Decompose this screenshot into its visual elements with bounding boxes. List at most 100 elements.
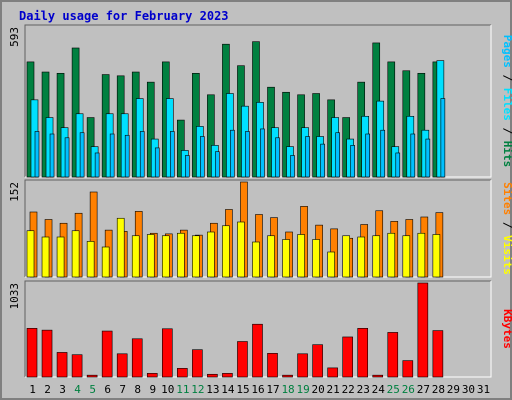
bar-kbytes-day-24 <box>372 374 384 378</box>
x-tick-label: 18 <box>281 383 294 396</box>
bar-visits-day-15 <box>237 221 245 278</box>
bar-kbytes-day-27 <box>417 282 429 378</box>
x-tick-label: 7 <box>119 383 126 396</box>
side-label-part: KBytes <box>501 309 512 349</box>
bar-hits-day-27 <box>417 72 426 178</box>
bar-pages-day-25 <box>395 152 401 178</box>
bar-pages-day-6 <box>109 133 115 178</box>
x-tick-label: 1 <box>29 383 36 396</box>
x-tick-label: 9 <box>149 383 156 396</box>
y-max-label: 1033 <box>8 283 21 310</box>
x-tick-label: 15 <box>236 383 249 396</box>
bar-kbytes-day-19 <box>297 353 308 378</box>
bar-kbytes-day-25 <box>387 332 399 378</box>
x-tick-label: 30 <box>462 383 475 396</box>
bar-pages-day-11 <box>185 155 190 178</box>
bar-kbytes-day-21 <box>327 367 338 378</box>
bar-pages-day-28 <box>440 98 446 178</box>
side-label-part: Visits <box>501 235 512 275</box>
side-label-part: / <box>501 68 512 88</box>
side-label-part: / <box>501 121 512 141</box>
bar-visits-day-25 <box>387 232 396 278</box>
panel-1: 593 Pages / Files / Hits <box>8 24 512 178</box>
bar-pages-day-24 <box>380 129 386 178</box>
bar-kbytes-day-17 <box>267 353 278 378</box>
x-tick-label: 22 <box>342 383 355 396</box>
x-tick-label: 12 <box>191 383 204 396</box>
bar-kbytes-day-23 <box>357 328 369 378</box>
bar-hits-day-18 <box>282 91 290 178</box>
bar-hits-day-4 <box>71 47 80 178</box>
bar-visits-day-21 <box>327 251 335 278</box>
x-tick-label: 21 <box>327 383 340 396</box>
bar-kbytes-day-22 <box>342 336 353 378</box>
bar-kbytes-day-14 <box>222 373 233 378</box>
x-tick-label: 31 <box>477 383 490 396</box>
bar-pages-day-9 <box>154 147 160 178</box>
bar-hits-day-25 <box>387 61 396 178</box>
bar-pages-day-19 <box>305 136 310 178</box>
bar-pages-day-13 <box>215 151 220 178</box>
bar-kbytes-day-18 <box>282 374 293 378</box>
bar-pages-day-2 <box>49 133 55 178</box>
plot-edge-dark <box>24 280 491 377</box>
side-label-part: / <box>501 215 512 235</box>
bar-visits-day-19 <box>297 234 305 278</box>
panel-2: 152 Sites / Visits <box>8 179 512 278</box>
bar-kbytes-day-6 <box>101 330 113 378</box>
bar-pages-day-8 <box>139 131 145 178</box>
panels: 593 Pages / Files / Hits 152 Sites / Visits… <box>8 24 512 378</box>
bar-pages-day-26 <box>410 133 416 178</box>
bar-pages-day-15 <box>245 131 250 178</box>
bar-visits-day-16 <box>252 241 260 278</box>
bar-visits-day-28 <box>432 234 441 278</box>
bar-visits-day-3 <box>56 236 65 278</box>
y-max-label: 152 <box>8 182 21 202</box>
bar-pages-day-23 <box>365 133 371 178</box>
bar-hits-day-9 <box>146 81 155 178</box>
bar-pages-day-21 <box>335 132 340 178</box>
bar-kbytes-day-2 <box>41 329 53 378</box>
x-tick-label: 29 <box>447 383 460 396</box>
bar-kbytes-day-10 <box>161 328 173 378</box>
bar-pages-day-3 <box>64 137 70 178</box>
x-tick-label: 28 <box>432 383 445 396</box>
plot-edge-dark <box>24 24 491 177</box>
bar-visits-day-14 <box>222 225 230 278</box>
bar-kbytes-day-7 <box>116 353 128 378</box>
bar-visits-day-20 <box>312 239 320 278</box>
bar-visits-day-18 <box>282 239 290 278</box>
bar-pages-day-20 <box>320 143 325 178</box>
x-tick-label: 27 <box>417 383 430 396</box>
x-tick-label: 8 <box>134 383 141 396</box>
bar-visits-day-2 <box>41 236 50 278</box>
x-tick-label: 26 <box>402 383 415 396</box>
bar-pages-day-18 <box>290 155 295 178</box>
bar-visits-day-4 <box>71 230 80 278</box>
x-tick-label: 14 <box>221 383 235 396</box>
plot-edge-dark <box>24 179 491 277</box>
bar-hits-day-11 <box>177 119 185 178</box>
bar-visits-day-8 <box>131 235 140 278</box>
side-label-part: Pages <box>501 35 512 68</box>
x-tick-label: 24 <box>372 383 386 396</box>
bar-visits-day-17 <box>267 235 275 278</box>
bar-visits-day-5 <box>86 241 95 278</box>
x-tick-label: 3 <box>59 383 66 396</box>
bar-hits-day-12 <box>192 72 200 178</box>
bar-pages-day-7 <box>124 134 130 178</box>
bar-pages-day-14 <box>230 129 235 178</box>
bar-kbytes-day-4 <box>71 354 83 378</box>
bar-hits-day-3 <box>56 72 65 178</box>
bar-pages-day-4 <box>79 132 85 178</box>
side-label-part: Hits <box>501 141 512 168</box>
x-tick-label: 23 <box>357 383 370 396</box>
x-axis: 1 2 3 4 5 6 7 8 9 10 11 12 13 14 15 16 17 18 19 20 21 22 23 24 2… <box>29 383 490 396</box>
side-label: Pages / Files / Hits <box>501 35 512 168</box>
x-tick-label: 19 <box>296 383 309 396</box>
bar-kbytes-day-16 <box>252 323 263 378</box>
side-label: KBytes <box>501 309 512 349</box>
bar-pages-day-10 <box>169 131 175 178</box>
bar-visits-day-24 <box>372 235 381 278</box>
y-max-label: 593 <box>8 27 21 47</box>
